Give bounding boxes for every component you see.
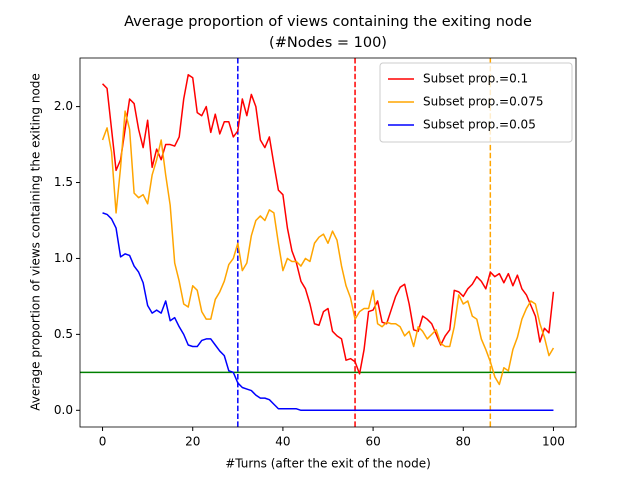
y-tick-label: 2.0 xyxy=(54,99,73,113)
x-tick-label: 60 xyxy=(365,435,380,449)
y-tick-label: 1.5 xyxy=(54,175,73,189)
line-series xyxy=(101,110,555,386)
line-series xyxy=(102,73,555,375)
legend-label: Subset prop.=0.05 xyxy=(423,118,536,132)
x-tick-label: 0 xyxy=(99,435,107,449)
plot-frame xyxy=(79,57,577,428)
x-tick-label: 20 xyxy=(185,435,200,449)
x-axis-label: #Turns (after the exit of the node) xyxy=(225,457,431,471)
legend-label: Subset prop.=0.1 xyxy=(423,72,528,86)
x-tick-label: 40 xyxy=(275,435,290,449)
line-series xyxy=(102,212,554,412)
y-axis-label: Average proportion of views containing t… xyxy=(29,73,43,411)
y-tick-label: 0.5 xyxy=(54,327,73,341)
legend-box xyxy=(379,62,573,143)
y-tick-label: 1.0 xyxy=(54,251,73,265)
legend-label: Subset prop.=0.075 xyxy=(423,95,543,109)
chart-subtitle: (#Nodes = 100) xyxy=(269,35,387,51)
x-tick-label: 100 xyxy=(542,435,565,449)
x-tick-label: 80 xyxy=(456,435,471,449)
chart-title: Average proportion of views containing t… xyxy=(124,14,532,30)
y-tick-label: 0.0 xyxy=(54,403,73,417)
